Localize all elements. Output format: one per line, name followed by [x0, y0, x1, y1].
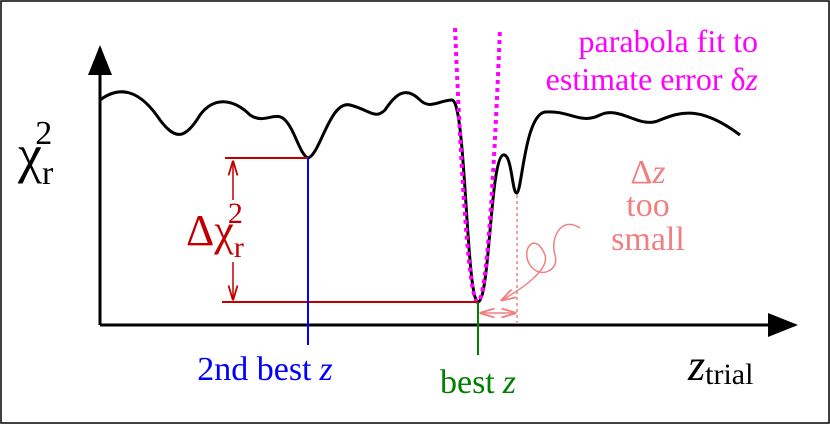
parabola-var: z [745, 61, 759, 97]
delta-z-symbol: Δ [630, 154, 652, 191]
delta-z-line2: too [626, 187, 669, 224]
squiggle-arrow [502, 223, 581, 300]
second-best-text: 2nd best [197, 351, 312, 388]
x-sub: trial [705, 358, 753, 391]
delta-chi-sup: 2 [228, 197, 243, 230]
parabola-delta: δ [730, 61, 745, 97]
best-label: best z [440, 364, 516, 401]
chi-curve [99, 90, 741, 304]
delta-chi-sub: r [234, 231, 244, 264]
parabola-fit [453, 27, 502, 304]
x-symbol: z [687, 341, 705, 390]
delta-z-line3: small [611, 221, 685, 258]
parabola-line2: estimate error δz [546, 61, 759, 97]
parabola-text: estimate error [546, 61, 723, 97]
second-best-var: z [319, 351, 333, 388]
delta-z-label: Δz [630, 154, 665, 191]
best-var: z [502, 364, 516, 401]
parabola-line1: parabola fit to [579, 23, 758, 59]
delta-chi-label: Δχr2 [186, 197, 244, 264]
y-symbol: χ [17, 124, 42, 184]
y-sup: 2 [35, 115, 52, 152]
second-best-label: 2nd best z [197, 351, 333, 388]
y-sub: r [42, 155, 54, 192]
best-text: best [440, 364, 495, 401]
delta-z-var: z [651, 154, 665, 191]
x-label: ztrial [687, 341, 753, 391]
delta-chi-symbol: Δχ [186, 206, 234, 255]
y-label: χr2 [17, 115, 54, 192]
